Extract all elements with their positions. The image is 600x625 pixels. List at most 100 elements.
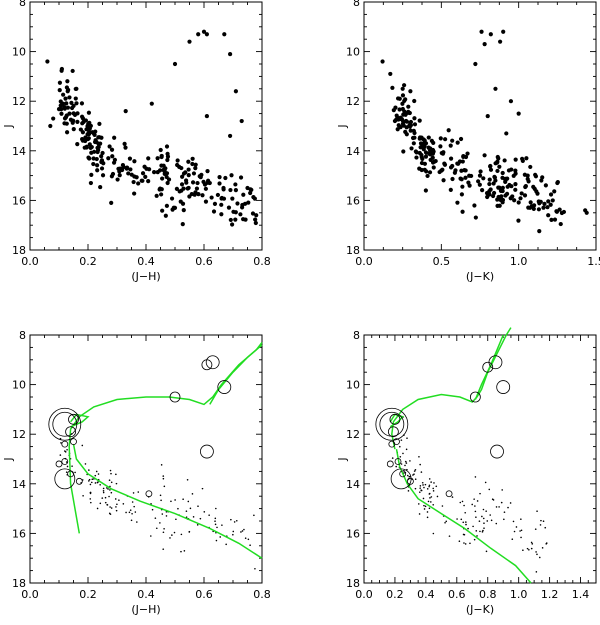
data-point (164, 144, 170, 149)
data-point (541, 205, 546, 210)
data-point (209, 195, 214, 200)
data-point (390, 85, 395, 90)
data-point (488, 32, 493, 37)
data-point (414, 478, 417, 481)
data-point (146, 156, 151, 161)
data-point (479, 530, 481, 533)
data-point (241, 530, 244, 532)
data-point (503, 511, 506, 513)
data-point (69, 100, 74, 105)
data-point (133, 505, 135, 508)
data-point (239, 118, 244, 124)
star-circle (394, 458, 402, 465)
data-point (414, 150, 419, 155)
data-point (70, 68, 75, 74)
data-point (555, 180, 560, 186)
data-point (155, 156, 160, 161)
star-circle (445, 490, 453, 498)
x-tick-label: 0.4 (137, 255, 155, 268)
data-point (165, 151, 170, 157)
data-point (495, 160, 500, 165)
data-point (199, 517, 202, 520)
data-point (480, 188, 485, 193)
y-axis-label: J (2, 457, 15, 461)
data-point (400, 101, 405, 106)
data-point (157, 187, 162, 192)
data-point (109, 469, 112, 472)
data-point (428, 157, 433, 162)
data-point (423, 486, 425, 489)
data-point (59, 111, 64, 116)
data-point (528, 200, 533, 205)
data-point (181, 208, 186, 213)
data-point (432, 503, 435, 506)
data-point (535, 571, 538, 573)
data-point (61, 92, 66, 97)
data-point (243, 217, 248, 222)
data-point (441, 505, 444, 507)
isochrone-ms-curve (72, 443, 263, 559)
data-point (115, 177, 120, 182)
data-point (401, 112, 406, 117)
data-point (99, 158, 105, 163)
data-point (101, 497, 104, 499)
data-point (471, 503, 474, 506)
data-point (496, 194, 501, 200)
data-point (163, 485, 166, 488)
data-point (225, 543, 227, 546)
data-point (418, 141, 424, 146)
data-point (548, 192, 554, 197)
data-point (458, 176, 463, 181)
data-point (161, 513, 164, 515)
x-tick-label: 0.0 (355, 588, 373, 601)
data-point (411, 141, 416, 146)
data-point (426, 135, 431, 140)
y-axis-label: J (2, 124, 15, 128)
data-point (421, 137, 426, 142)
data-point (123, 145, 128, 150)
data-point (488, 488, 491, 491)
data-point (190, 180, 196, 185)
data-point (418, 513, 421, 515)
data-point (432, 487, 434, 490)
data-point (513, 171, 518, 176)
data-point (461, 500, 464, 503)
data-point (463, 542, 465, 544)
data-point (485, 113, 490, 119)
star-circle (205, 355, 220, 370)
data-point (116, 503, 118, 506)
plot-frame (29, 1, 263, 251)
data-point (115, 473, 117, 476)
data-point (165, 180, 170, 186)
y-tick-label: 14 (346, 478, 360, 491)
data-point (536, 207, 541, 212)
data-point (396, 117, 401, 122)
data-point (107, 144, 112, 149)
data-point (80, 116, 86, 121)
data-point (219, 202, 224, 207)
data-point (542, 520, 545, 523)
y-axis-label: J (336, 124, 349, 128)
data-point (446, 128, 451, 133)
data-point (89, 150, 94, 155)
data-point (422, 141, 427, 146)
data-point (85, 136, 91, 142)
data-point (112, 135, 117, 140)
data-point (109, 200, 114, 205)
isochrone-branch-curve (209, 344, 263, 405)
data-point (428, 478, 431, 480)
data-point (205, 169, 210, 174)
data-point (97, 473, 100, 475)
data-point (545, 542, 548, 544)
data-point (214, 523, 217, 526)
data-point (84, 463, 87, 465)
data-point (98, 141, 103, 146)
data-point (545, 205, 550, 210)
x-tick-label: 0.8 (479, 588, 497, 601)
data-point (193, 166, 198, 171)
data-point (473, 61, 478, 67)
data-point (401, 123, 406, 128)
data-point (136, 181, 141, 186)
data-point (479, 29, 484, 34)
data-point (475, 530, 478, 532)
